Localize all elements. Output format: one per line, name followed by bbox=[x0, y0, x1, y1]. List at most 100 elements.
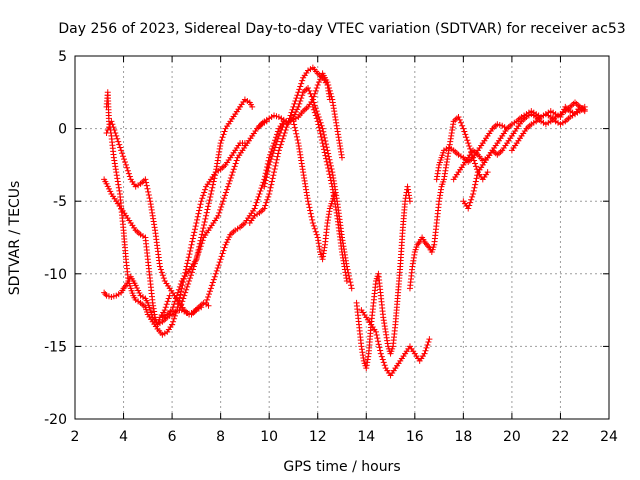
data-point bbox=[325, 82, 332, 89]
data-point bbox=[258, 185, 265, 192]
data-point bbox=[317, 130, 324, 137]
x-axis-label: GPS time / hours bbox=[283, 459, 400, 475]
data-point bbox=[198, 231, 205, 238]
data-point bbox=[262, 180, 269, 187]
data-point bbox=[314, 118, 321, 125]
series-track-1 bbox=[103, 89, 176, 338]
data-point bbox=[305, 84, 312, 91]
data-point bbox=[347, 279, 354, 286]
data-point bbox=[226, 177, 233, 184]
data-point bbox=[296, 100, 303, 107]
x-tick-label: 24 bbox=[600, 429, 618, 445]
data-point bbox=[292, 127, 299, 134]
data-point bbox=[296, 86, 303, 93]
data-point bbox=[273, 138, 280, 145]
data-point bbox=[307, 90, 314, 97]
data-point bbox=[473, 175, 480, 182]
data-point bbox=[267, 158, 274, 165]
data-point bbox=[266, 187, 273, 194]
data-point bbox=[103, 180, 110, 187]
data-point bbox=[198, 240, 205, 247]
data-point bbox=[224, 183, 231, 190]
data-point bbox=[158, 269, 165, 276]
data-point bbox=[113, 169, 120, 176]
data-point bbox=[472, 178, 479, 185]
data-point bbox=[197, 201, 204, 208]
data-point bbox=[218, 137, 225, 144]
data-point bbox=[263, 199, 270, 206]
data-point bbox=[224, 236, 231, 243]
data-point bbox=[208, 282, 215, 289]
data-point bbox=[323, 158, 330, 165]
data-point bbox=[180, 295, 187, 302]
data-point bbox=[310, 106, 317, 113]
data-point bbox=[178, 285, 185, 292]
data-point bbox=[201, 189, 208, 196]
data-point bbox=[462, 131, 469, 138]
data-point bbox=[307, 207, 314, 214]
data-point bbox=[122, 161, 129, 168]
data-point bbox=[268, 156, 275, 163]
data-point bbox=[209, 184, 216, 191]
data-point bbox=[188, 241, 195, 248]
data-point bbox=[373, 331, 380, 338]
data-point bbox=[116, 187, 123, 194]
data-point bbox=[126, 173, 133, 180]
data-point bbox=[262, 202, 269, 209]
data-point bbox=[176, 294, 183, 301]
data-point bbox=[306, 87, 313, 94]
data-point bbox=[472, 163, 479, 170]
data-point bbox=[205, 291, 212, 298]
data-point bbox=[464, 137, 471, 144]
x-tick-label: 2 bbox=[71, 429, 80, 445]
data-point bbox=[146, 195, 153, 202]
data-point bbox=[288, 109, 295, 116]
data-point bbox=[271, 166, 278, 173]
data-point bbox=[267, 184, 274, 191]
data-point bbox=[177, 291, 184, 298]
data-point bbox=[176, 297, 183, 304]
data-point bbox=[265, 165, 272, 172]
data-point bbox=[114, 135, 121, 142]
data-point bbox=[315, 79, 322, 86]
data-point bbox=[348, 282, 355, 289]
data-point bbox=[160, 275, 167, 282]
series-track-16 bbox=[406, 113, 491, 292]
data-point bbox=[202, 215, 209, 222]
data-point bbox=[169, 321, 176, 328]
data-point bbox=[222, 189, 229, 196]
data-point bbox=[272, 141, 279, 148]
data-point bbox=[194, 251, 201, 258]
data-point bbox=[142, 176, 149, 183]
series-track-line bbox=[409, 116, 489, 289]
data-point bbox=[181, 272, 188, 279]
series-track-6 bbox=[169, 140, 248, 328]
data-point bbox=[210, 181, 217, 188]
data-point bbox=[181, 292, 188, 299]
data-point bbox=[292, 108, 299, 115]
data-point bbox=[484, 169, 491, 176]
axis-ticks bbox=[74, 55, 610, 420]
data-point bbox=[251, 205, 258, 212]
data-point bbox=[375, 338, 382, 345]
data-point bbox=[204, 206, 211, 213]
data-point bbox=[109, 121, 116, 128]
data-point bbox=[328, 93, 335, 100]
data-point bbox=[202, 186, 209, 193]
data-point bbox=[322, 152, 329, 159]
data-point bbox=[311, 109, 318, 116]
data-point bbox=[194, 213, 201, 220]
data-point bbox=[465, 205, 472, 212]
data-point bbox=[185, 257, 192, 264]
data-point bbox=[297, 98, 304, 105]
data-point bbox=[309, 216, 316, 223]
x-tick-label: 20 bbox=[503, 429, 521, 445]
data-point bbox=[273, 156, 280, 163]
data-point bbox=[310, 99, 317, 106]
data-point bbox=[269, 175, 276, 182]
y-tick-label: -15 bbox=[44, 339, 67, 355]
data-point bbox=[122, 158, 129, 165]
data-point bbox=[206, 288, 213, 295]
data-point bbox=[107, 188, 114, 195]
